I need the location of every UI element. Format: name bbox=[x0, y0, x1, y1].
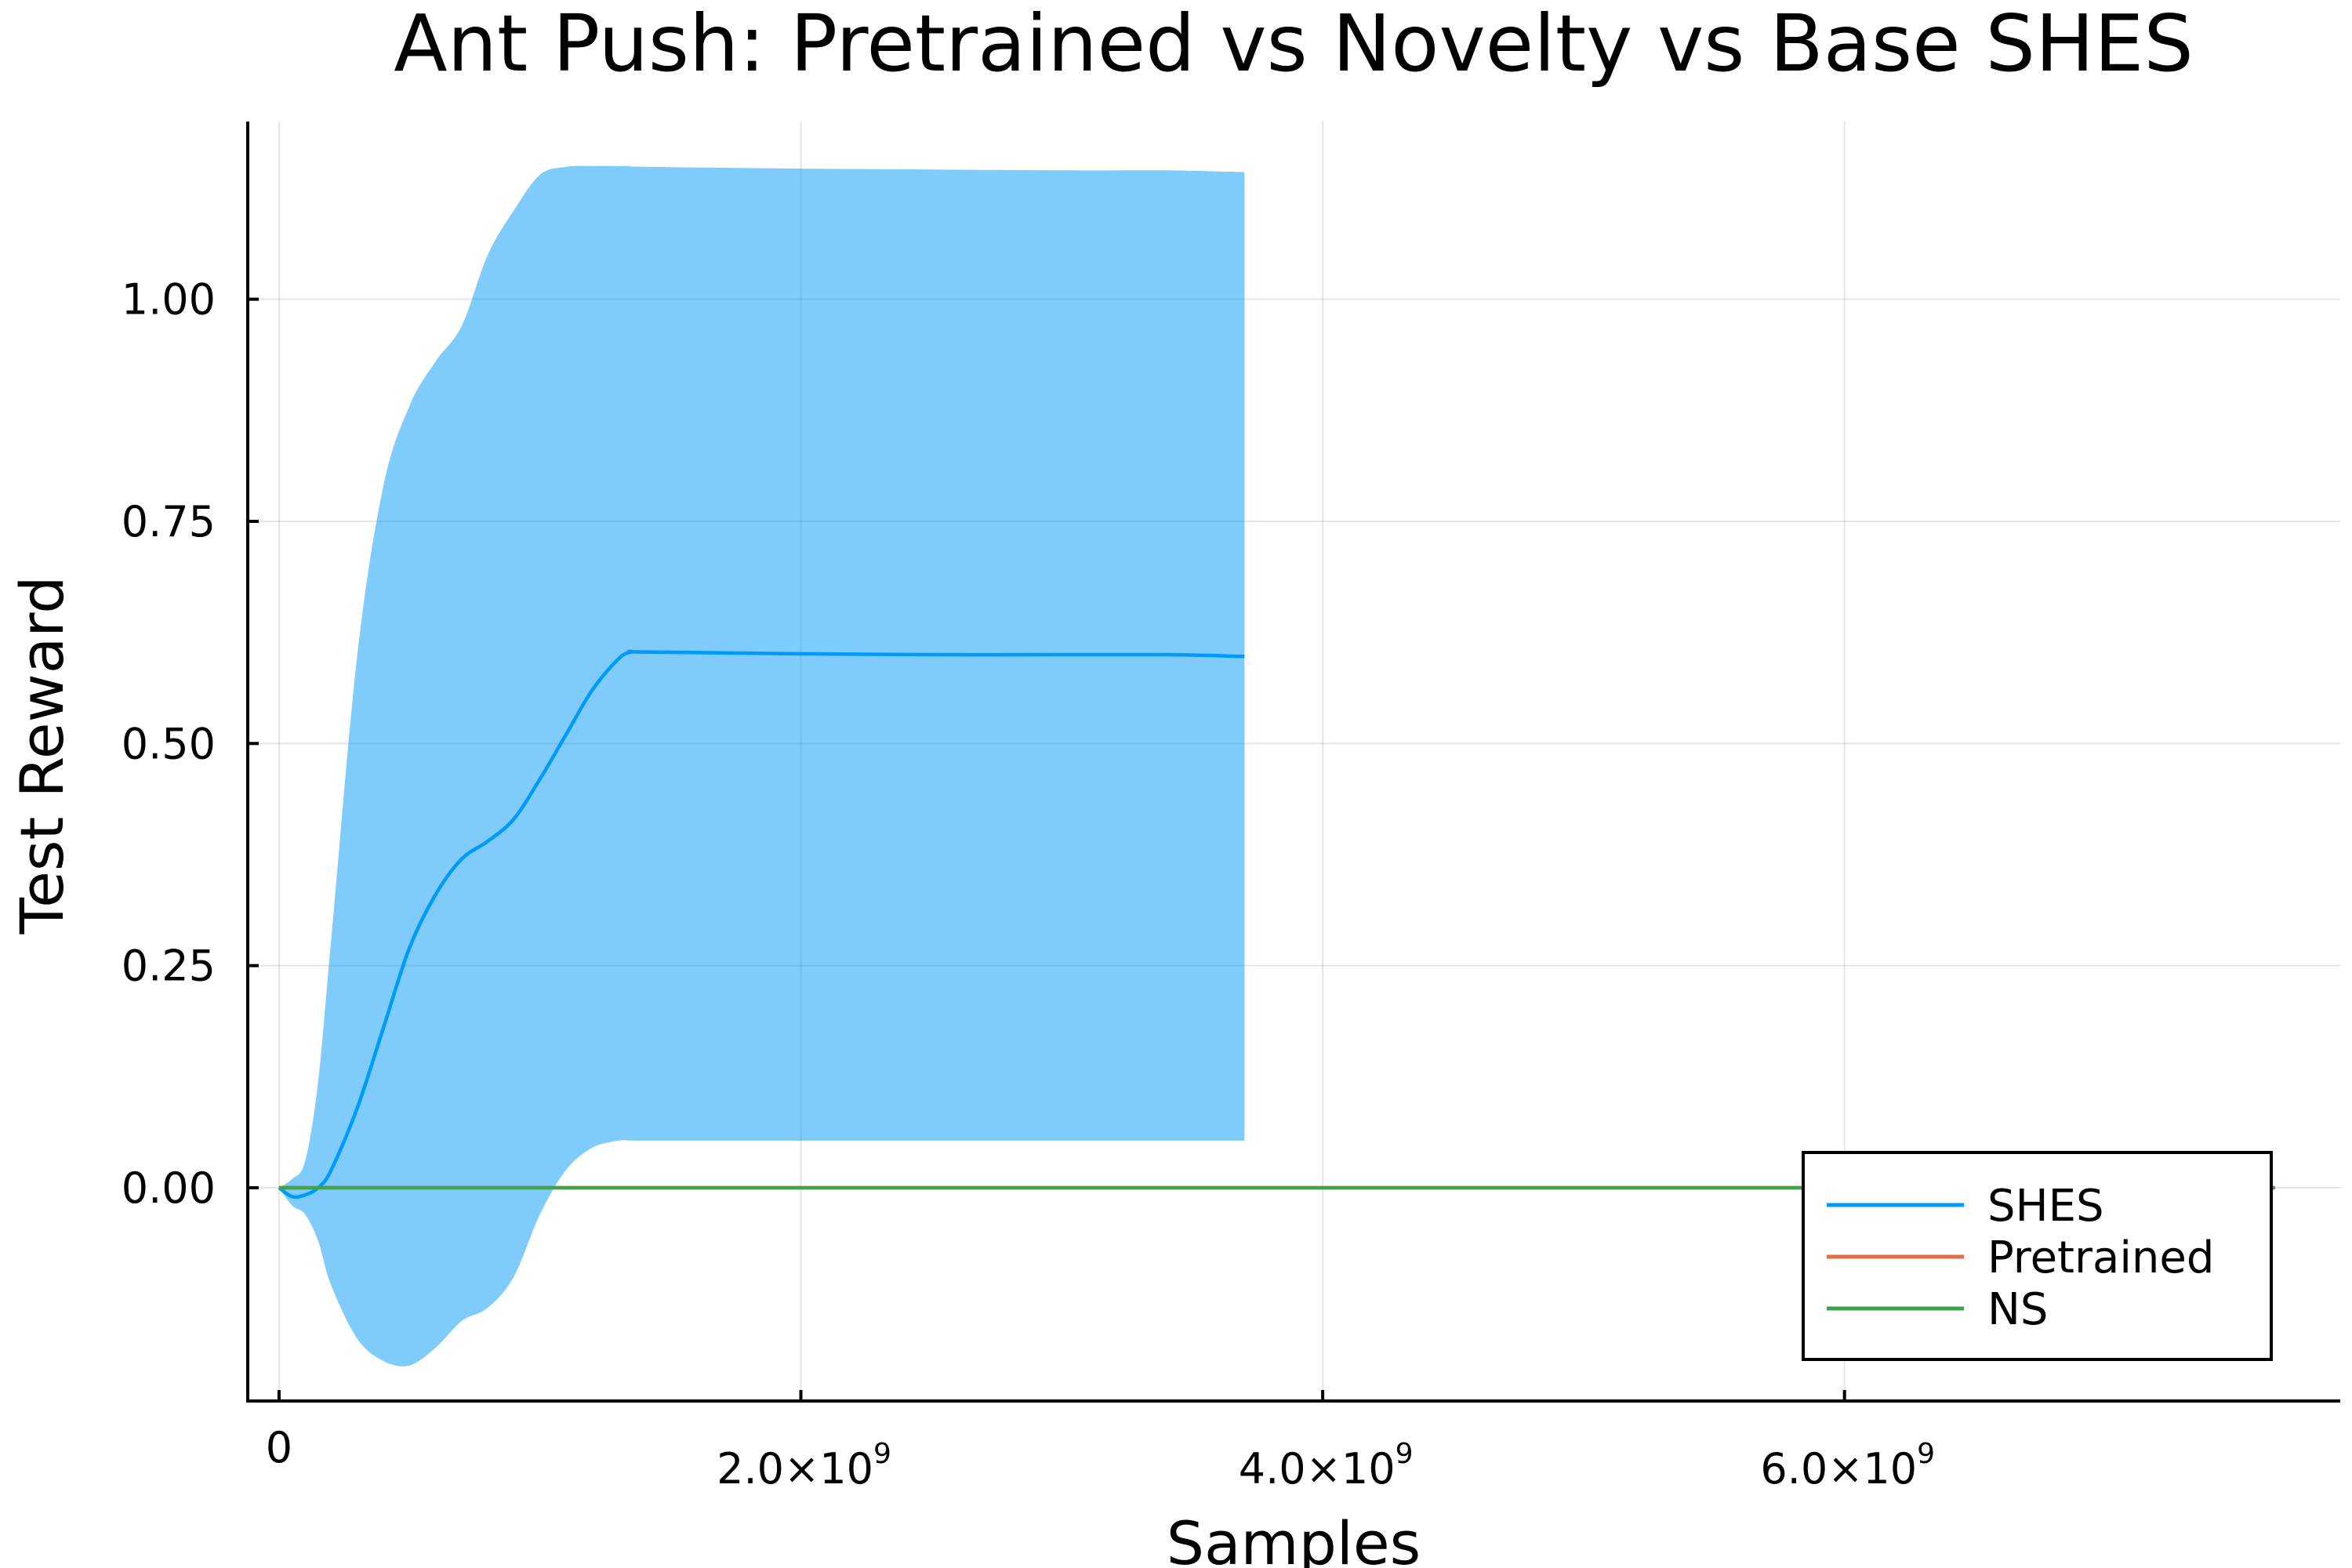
chart-title: Ant Push: Pretrained vs Novelty vs Base … bbox=[394, 0, 2194, 89]
confidence-band-layer bbox=[278, 165, 1245, 1367]
y-axis-ticks: 0.00 0.25 0.50 0.75 1.00 bbox=[122, 275, 259, 1213]
legend-item: NS bbox=[1827, 1284, 2048, 1335]
y-tick-label: 1.00 bbox=[122, 275, 216, 325]
y-tick-label: 0.75 bbox=[122, 497, 216, 546]
x-tick-label: 6.0×109 bbox=[1760, 1438, 1935, 1494]
legend-item: SHES bbox=[1827, 1181, 2104, 1232]
x-tick-label: 4.0×109 bbox=[1239, 1438, 1414, 1494]
legend-label: NS bbox=[1987, 1284, 2048, 1335]
x-axis-ticks: 0 2.0×109 4.0×109 6.0×109 bbox=[266, 1390, 1935, 1494]
y-tick-label: 0.25 bbox=[122, 942, 216, 991]
y-tick-label: 0.00 bbox=[122, 1163, 216, 1213]
x-tick-label: 0 bbox=[266, 1423, 292, 1472]
legend-label: SHES bbox=[1987, 1181, 2104, 1232]
series-line-shes bbox=[278, 649, 1245, 1200]
y-tick-label: 0.50 bbox=[122, 719, 216, 768]
legend-label: Pretrained bbox=[1987, 1232, 2214, 1283]
legend-item: Pretrained bbox=[1827, 1232, 2214, 1283]
y-axis-title: Test Reward bbox=[7, 576, 77, 935]
x-tick-label: 2.0×109 bbox=[717, 1438, 891, 1494]
x-axis-title: Samples bbox=[1167, 1508, 1421, 1568]
series-band-shes bbox=[278, 165, 1245, 1367]
